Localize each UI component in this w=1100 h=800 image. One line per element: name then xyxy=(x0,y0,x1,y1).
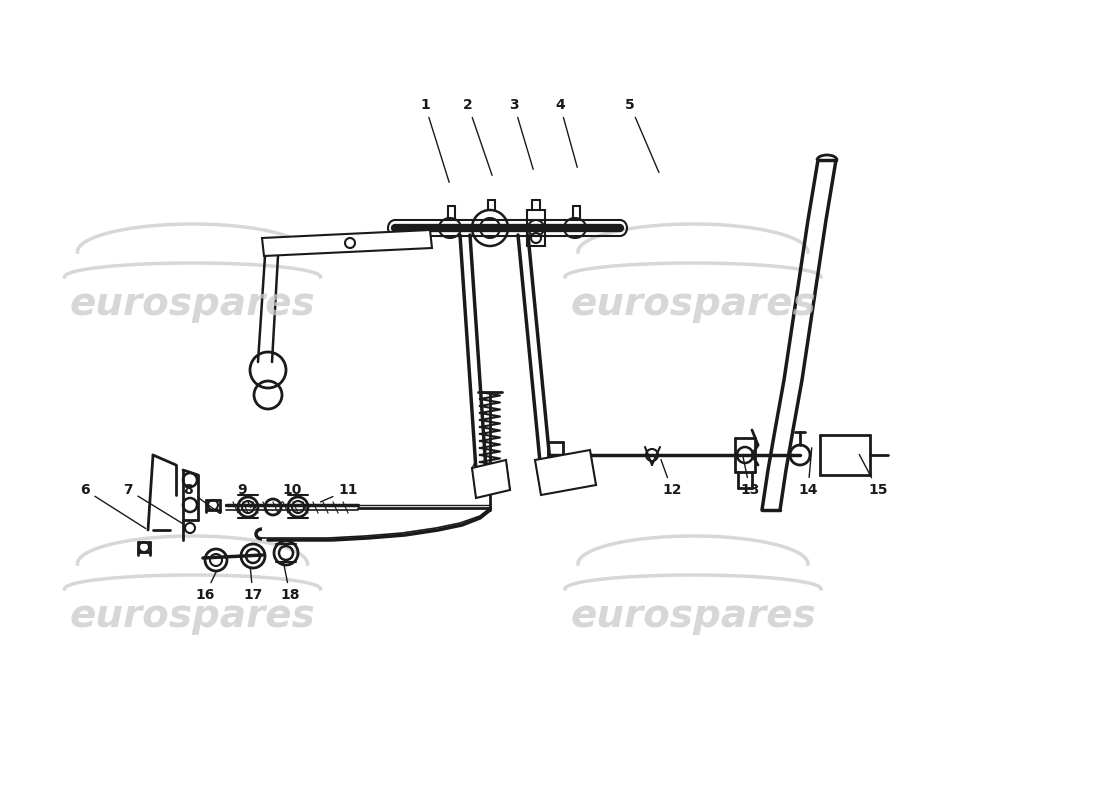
Text: 14: 14 xyxy=(799,448,817,497)
Text: 3: 3 xyxy=(509,98,534,170)
Text: 15: 15 xyxy=(859,454,888,497)
Text: eurospares: eurospares xyxy=(570,285,816,323)
Text: 6: 6 xyxy=(80,483,145,529)
Text: 13: 13 xyxy=(740,454,760,497)
Text: 18: 18 xyxy=(280,562,299,602)
Text: eurospares: eurospares xyxy=(570,597,816,635)
Text: 12: 12 xyxy=(661,460,682,497)
Text: 11: 11 xyxy=(320,483,358,502)
Text: eurospares: eurospares xyxy=(69,285,316,323)
Text: 4: 4 xyxy=(556,98,578,167)
Text: 16: 16 xyxy=(196,570,217,602)
Text: 1: 1 xyxy=(420,98,449,182)
Text: 10: 10 xyxy=(279,483,301,505)
Polygon shape xyxy=(535,450,596,495)
Text: 7: 7 xyxy=(123,483,183,523)
Text: 2: 2 xyxy=(463,98,492,175)
Text: 17: 17 xyxy=(243,568,263,602)
Text: 8: 8 xyxy=(183,483,220,514)
Polygon shape xyxy=(472,460,510,498)
Polygon shape xyxy=(262,230,432,256)
Text: 5: 5 xyxy=(625,98,659,173)
Text: eurospares: eurospares xyxy=(69,597,316,635)
Text: 9: 9 xyxy=(238,483,251,507)
